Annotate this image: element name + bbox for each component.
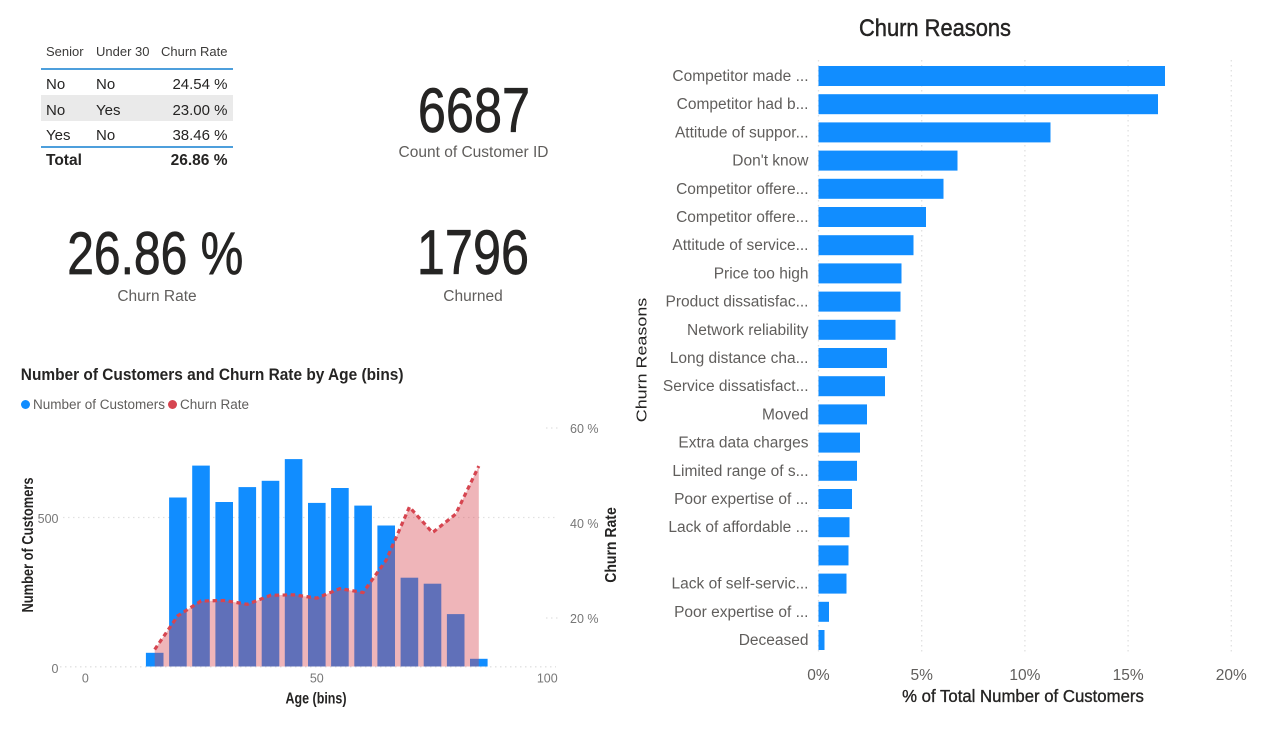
svg-text:Product dissatisfac...: Product dissatisfac... [665,294,808,311]
svg-text:Competitor offere...: Competitor offere... [676,209,808,226]
svg-text:Service dissatisfact...: Service dissatisfact... [663,378,809,395]
svg-text:Extra data charges: Extra data charges [678,435,808,452]
svg-text:Churn Reasons: Churn Reasons [634,298,651,423]
svg-text:100: 100 [537,672,558,686]
svg-text:% of Total Number of Customers: % of Total Number of Customers [902,686,1144,706]
svg-text:0%: 0% [807,667,830,684]
svg-text:0: 0 [82,672,89,686]
svg-text:Competitor had b...: Competitor had b... [677,96,809,113]
svg-text:60 %: 60 % [570,422,599,436]
svg-text:Number of Customers: Number of Customers [20,478,37,613]
svg-text:Churn Reasons: Churn Reasons [859,15,1011,42]
svg-text:20 %: 20 % [570,612,599,626]
svg-text:Limited range of s...: Limited range of s... [672,463,808,480]
svg-text:Deceased: Deceased [739,632,809,649]
svg-text:Churn Rate: Churn Rate [180,397,249,412]
svg-text:Don't know: Don't know [732,153,809,170]
svg-text:50: 50 [310,672,324,686]
svg-text:Moved: Moved [762,406,809,423]
svg-text:Attitude of service...: Attitude of service... [672,237,808,254]
svg-text:Lack of affordable ...: Lack of affordable ... [668,519,808,536]
svg-text:Price too high: Price too high [714,265,809,282]
svg-text:10%: 10% [1009,667,1040,684]
svg-text:Age (bins): Age (bins) [286,691,347,708]
svg-text:Competitor made ...: Competitor made ... [672,68,808,85]
svg-text:40 %: 40 % [570,517,599,531]
svg-text:Number of Customers and Churn: Number of Customers and Churn Rate by Ag… [21,366,404,384]
svg-text:0: 0 [52,662,59,676]
svg-text:Attitude of suppor...: Attitude of suppor... [675,124,809,141]
svg-text:Long distance cha...: Long distance cha... [670,350,809,367]
svg-text:Poor expertise of ...: Poor expertise of ... [674,491,808,508]
svg-text:Network reliability: Network reliability [687,322,809,339]
svg-text:5%: 5% [910,667,933,684]
svg-text:20%: 20% [1216,667,1247,684]
svg-text:Competitor offere...: Competitor offere... [676,181,808,198]
svg-text:Poor expertise of ...: Poor expertise of ... [674,604,808,621]
svg-text:500: 500 [38,512,59,526]
svg-text:15%: 15% [1113,667,1144,684]
svg-text:Number of Customers: Number of Customers [33,397,165,412]
svg-text:Lack of self-servic...: Lack of self-servic... [672,576,809,593]
svg-text:Churn Rate: Churn Rate [603,507,620,583]
